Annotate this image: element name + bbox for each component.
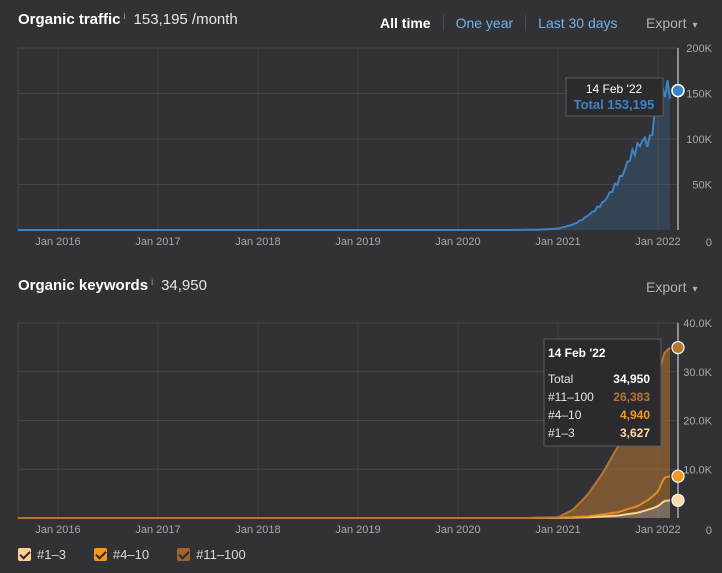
x-tick-label: Jan 2017 <box>135 524 180 536</box>
chevron-down-icon: ▾ <box>692 284 698 295</box>
x-tick-label: Jan 2017 <box>135 236 180 248</box>
y-tick-label: 100K <box>686 134 712 146</box>
checkbox-icon[interactable] <box>18 548 31 561</box>
tooltip-row-label: Total <box>548 372 573 386</box>
tooltip-row-value: 26,383 <box>613 390 650 404</box>
x-tick-label: Jan 2018 <box>235 524 280 536</box>
traffic-export-button[interactable]: Export ▾ <box>646 15 698 31</box>
traffic-tooltip: 14 Feb '22 Total 153,195 <box>565 77 664 117</box>
y-tick-label: 50K <box>692 180 712 192</box>
tooltip-row-label: #1–3 <box>548 426 575 440</box>
tab-last-30-days[interactable]: Last 30 days <box>538 15 618 31</box>
traffic-area <box>18 80 670 231</box>
legend-item-top3[interactable]: #1–3 <box>18 547 66 562</box>
x-tick-label: Jan 2019 <box>335 236 380 248</box>
y-tick-label: 150K <box>686 89 712 101</box>
hover-point <box>671 469 685 483</box>
keywords-areas <box>18 346 671 519</box>
x-tick-label: Jan 2021 <box>535 236 580 248</box>
tooltip-row-value: 34,950 <box>613 372 650 386</box>
keywords-tooltip-date: 14 Feb '22 <box>548 346 606 360</box>
traffic-value: 153,195 /month <box>133 11 238 28</box>
y-tick-label: 40.0K <box>683 318 712 330</box>
tooltip-row-value: 3,627 <box>620 426 650 440</box>
tooltip-row-value: 4,940 <box>620 408 650 422</box>
traffic-info-icon[interactable]: i <box>123 11 126 21</box>
legend-label-4-10: #4–10 <box>112 547 150 562</box>
keywords-tooltip: 14 Feb '22 Total 34,950 #11–100 26,383 #4–10… <box>543 338 662 447</box>
x-tick-label: Jan 2021 <box>535 524 580 536</box>
traffic-tooltip-total: Total 153,195 <box>574 97 655 112</box>
x-tick-label: Jan 2018 <box>235 236 280 248</box>
x-tick-label: Jan 2020 <box>435 524 480 536</box>
keywords-export-button[interactable]: Export ▾ <box>646 279 698 295</box>
range-tabs: All time One year Last 30 days <box>380 15 630 31</box>
y-tick-label: 30.0K <box>683 367 712 379</box>
y-tick-label: 10.0K <box>683 464 712 476</box>
legend-label-11-100: #11–100 <box>196 547 246 562</box>
tooltip-row-label: #11–100 <box>548 390 594 404</box>
keywords-header: Organic keywords i 34,950 <box>18 277 207 301</box>
traffic-x-axis: Jan 2016 Jan 2017 Jan 2018 Jan 2019 Jan 2020… <box>35 236 680 248</box>
traffic-y-axis: 0 50K 100K 150K 200K <box>686 43 712 249</box>
keywords-value: 34,950 <box>161 277 207 294</box>
x-tick-label: Jan 2020 <box>435 236 480 248</box>
legend-label-top3: #1–3 <box>37 547 66 562</box>
traffic-grid <box>17 47 678 230</box>
keywords-legend: #1–3 #4–10 #11–100 <box>18 547 274 562</box>
legend-item-11-100[interactable]: #11–100 <box>177 547 246 562</box>
traffic-hover-point <box>671 83 685 98</box>
traffic-header: Organic traffic i 153,195 /month <box>18 11 238 35</box>
checkbox-icon[interactable] <box>93 548 107 561</box>
traffic-line <box>18 80 671 231</box>
keywords-x-axis: Jan 2016 Jan 2017 Jan 2018 Jan 2019 Jan 2020… <box>35 524 680 536</box>
keywords-y-axis: 0 10.0K 20.0K 30.0K 40.0K <box>683 318 712 537</box>
keywords-title: Organic keywords <box>18 277 149 294</box>
hover-point <box>671 341 685 355</box>
y-tick-label: 20.0K <box>683 416 712 428</box>
traffic-title: Organic traffic <box>18 11 121 28</box>
x-tick-label: Jan 2016 <box>35 524 80 536</box>
hover-point <box>671 493 685 507</box>
tab-one-year[interactable]: One year <box>444 15 527 31</box>
traffic-export-label: Export <box>646 15 687 31</box>
x-tick-label: Jan 2022 <box>635 236 680 248</box>
traffic-tooltip-date: 14 Feb '22 <box>586 82 643 96</box>
x-tick-label: Jan 2019 <box>335 524 380 536</box>
traffic-chart[interactable]: Jan 2016 Jan 2017 Jan 2018 Jan 2019 Jan 2020… <box>0 0 722 260</box>
series-area <box>18 347 670 518</box>
series-line <box>18 346 671 519</box>
checkbox-icon[interactable] <box>177 548 191 561</box>
keywords-export-label: Export <box>646 279 687 295</box>
x-tick-label: Jan 2022 <box>635 524 680 536</box>
tooltip-row-label: #4–10 <box>548 408 582 422</box>
tab-all-time[interactable]: All time <box>380 15 444 31</box>
keywords-hover-points <box>671 341 685 507</box>
y-tick-label: 0 <box>706 237 712 249</box>
keywords-chart[interactable]: Jan 2016 Jan 2017 Jan 2018 Jan 2019 Jan 2020… <box>0 0 722 545</box>
keywords-info-icon[interactable]: i <box>151 277 154 287</box>
legend-item-4-10[interactable]: #4–10 <box>93 547 150 562</box>
y-tick-label: 200K <box>686 43 712 55</box>
chevron-down-icon: ▾ <box>692 20 698 31</box>
y-tick-label: 0 <box>706 525 712 537</box>
x-tick-label: Jan 2016 <box>35 236 80 248</box>
